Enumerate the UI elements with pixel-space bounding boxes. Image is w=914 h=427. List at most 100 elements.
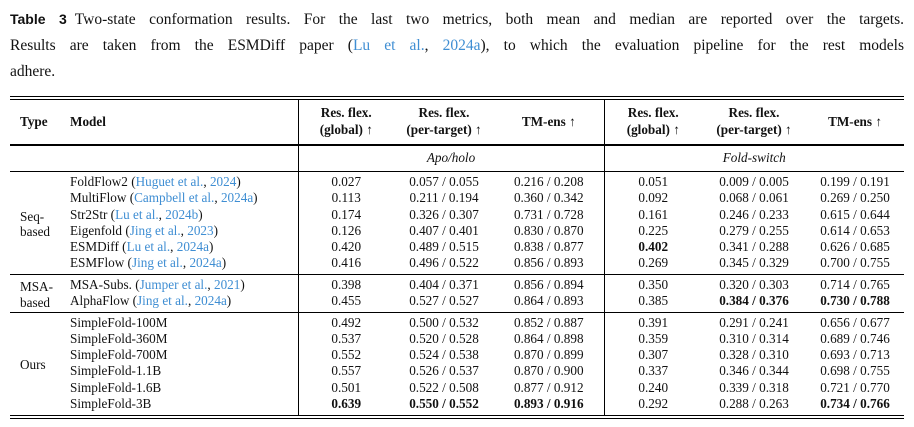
subheader-spacer (10, 145, 298, 173)
type-cell: MSA-based (10, 273, 60, 313)
metric-cell: 0.838 / 0.877 (513, 238, 584, 254)
caption-text-line3: adhere. (10, 62, 56, 80)
metric-cell: 0.693 / 0.713 (820, 347, 890, 363)
caption-text-line1: Two-state conformation results. For the … (74, 11, 904, 28)
metric-cell: 0.339 / 0.318 (719, 379, 789, 395)
metric-cell: 0.337 (603, 363, 702, 380)
citation-link-year[interactable]: 2023 (187, 222, 214, 238)
citation-link-author[interactable]: Jing et al. (137, 293, 188, 309)
metric-cell: 0.407 / 0.401 (409, 222, 479, 238)
metric-cell: 0.398 (297, 273, 394, 294)
metric-cell: 0.730 / 0.788 (820, 293, 890, 309)
table-caption: Table 3 Two-state conformation results. F… (10, 7, 904, 84)
model-cell: Eigenfold (Jing et al., 2023) (70, 222, 219, 238)
type-cell: Seq-based (10, 171, 60, 275)
citation-link-author[interactable]: Campbell et al. (134, 190, 215, 206)
table-row: MSA-based MSA-Subs. (Jumper et al., 2021)… (10, 273, 904, 313)
caption-label: Table 3 (10, 11, 67, 27)
model-cell: ESMFlow (Jing et al., 2024a) (70, 254, 227, 270)
metric-cell: 0.852 / 0.887 (494, 312, 604, 332)
metric-cell: 0.126 (297, 222, 394, 239)
metric-cell: 0.216 / 0.208 (494, 171, 604, 191)
table-row: SimpleFold-1.6B 0.501 0.522 / 0.508 0.877 /… (10, 379, 904, 396)
metric-cell: 0.269 / 0.250 (820, 190, 890, 206)
citation-link-author[interactable]: Lu et al. (115, 206, 159, 222)
model-cell: SimpleFold-3B (70, 395, 152, 411)
metric-cell: 0.391 (603, 312, 702, 332)
citation-link-author[interactable]: Huguet et al. (135, 174, 204, 190)
metric-cell: 0.345 / 0.329 (719, 254, 789, 270)
metric-cell: 0.292 (603, 395, 702, 416)
col-header-metric: Res. flex. (per-target) ↑ (394, 99, 494, 147)
metric-cell: 0.068 / 0.061 (719, 190, 789, 206)
table-row: ESMFlow (Jing et al., 2024a) 0.416 0.496 /… (10, 254, 904, 275)
type-cell: Ours (10, 312, 60, 416)
metric-cell: 0.027 (297, 171, 394, 191)
citation-link-year[interactable]: 2024a (176, 238, 209, 254)
metric-cell: 0.320 / 0.303 (702, 273, 806, 294)
results-table-wrap: Type Model Res. flex. (global) ↑ Res. flex.(… (10, 96, 904, 419)
table-row: SimpleFold-1.1B 0.557 0.526 / 0.537 0.870 /… (10, 363, 904, 380)
citation-link-author[interactable]: Lu et al. (126, 238, 171, 254)
header-row: Type Model Res. flex. (global) ↑ Res. flex.(… (10, 99, 904, 147)
citation-link-author[interactable]: Jing et al. (129, 222, 181, 238)
metric-cell: 0.246 / 0.233 (719, 206, 789, 222)
citation-link-year[interactable]: 2021 (213, 276, 241, 292)
citation-link-year[interactable]: 2024a (220, 190, 254, 206)
metric-cell: 0.522 / 0.508 (409, 379, 479, 395)
metric-cell: 0.830 / 0.870 (513, 222, 584, 238)
table-row: SimpleFold-3B 0.639 0.550 / 0.552 0.893 / 0… (10, 395, 904, 416)
metric-cell: 0.877 / 0.912 (513, 379, 584, 395)
citation-link-author[interactable]: Jing et al. (131, 254, 183, 270)
metric-cell: 0.211 / 0.194 (409, 190, 479, 206)
table-row: Str2Str (Lu et al., 2024b) 0.174 0.326 / 0… (10, 206, 904, 223)
model-cell: FoldFlow2 (Huguet et al., 2024) (60, 171, 298, 191)
metric-cell: 0.384 / 0.376 (719, 293, 789, 309)
citation-link-year[interactable]: 2024a (442, 36, 481, 54)
citation-link-year[interactable]: 2024 (209, 174, 237, 190)
table-row: ESMDiff (Lu et al., 2024a) 0.420 0.489 / 0… (10, 238, 904, 255)
metric-cell: 0.520 / 0.528 (409, 331, 479, 347)
caption-line-2: Results are taken from the ESMDiff paper… (10, 33, 904, 59)
metric-cell: 0.492 (297, 312, 394, 332)
citation-link-author[interactable]: Lu et al. (352, 36, 425, 54)
metric-cell: 0.307 (603, 347, 702, 364)
metric-cell: 0.199 / 0.191 (806, 171, 904, 191)
metric-cell: 0.291 / 0.241 (702, 312, 806, 332)
col-header-metric: TM-ens ↑ (494, 99, 604, 147)
metric-cell: 0.346 / 0.344 (719, 363, 789, 379)
table-row: SimpleFold-360M 0.537 0.520 / 0.528 0.864 /… (10, 331, 904, 348)
subheader-group-label: Fold-switch (603, 145, 904, 173)
metric-cell: 0.161 (603, 206, 702, 223)
citation-separator: , (424, 36, 443, 54)
citation-link-year[interactable]: 2024a (189, 254, 222, 270)
metric-cell: 0.350 (603, 273, 702, 294)
metric-cell: 0.341 / 0.288 (719, 238, 789, 254)
metric-cell: 0.360 / 0.342 (513, 190, 584, 206)
model-cell: SimpleFold-700M (70, 347, 168, 363)
metric-cell: 0.527 / 0.527 (409, 293, 479, 309)
citation-link-author[interactable]: Jumper et al. (139, 276, 208, 292)
subheader-group-label: Apo/holo (297, 145, 604, 173)
metric-cell: 0.639 (297, 395, 394, 416)
metric-cell: 0.113 (297, 190, 394, 207)
metric-cell: 0.326 / 0.307 (409, 206, 479, 222)
model-cell: AlphaFlow (Jing et al., 2024a) (70, 293, 232, 309)
metric-cell: 0.416 (297, 254, 394, 275)
metric-cell: 0.496 / 0.522 (409, 254, 479, 270)
metric-cell: 0.404 / 0.371 (394, 273, 494, 294)
metric-cell: 0.550 / 0.552 (409, 395, 479, 411)
results-table: Type Model Res. flex. (global) ↑ Res. flex.(… (10, 99, 904, 416)
metric-cell: 0.864 / 0.898 (513, 331, 584, 347)
model-cell: SimpleFold-1.1B (70, 363, 162, 379)
citation-link-year[interactable]: 2024b (165, 206, 199, 222)
metric-cell: 0.489 / 0.515 (409, 238, 479, 254)
metric-cell: 0.009 / 0.005 (702, 171, 806, 191)
metric-cell: 0.225 (603, 222, 702, 239)
metric-cell: 0.051 (603, 171, 702, 191)
metric-cell: 0.288 / 0.263 (719, 395, 789, 411)
metric-cell: 0.714 / 0.765 (806, 273, 904, 294)
model-cell: Str2Str (Lu et al., 2024b) (70, 206, 203, 222)
table-row: Seq-based FoldFlow2 (Huguet et al., 2024)… (10, 171, 904, 275)
citation-link-year[interactable]: 2024a (194, 293, 227, 309)
